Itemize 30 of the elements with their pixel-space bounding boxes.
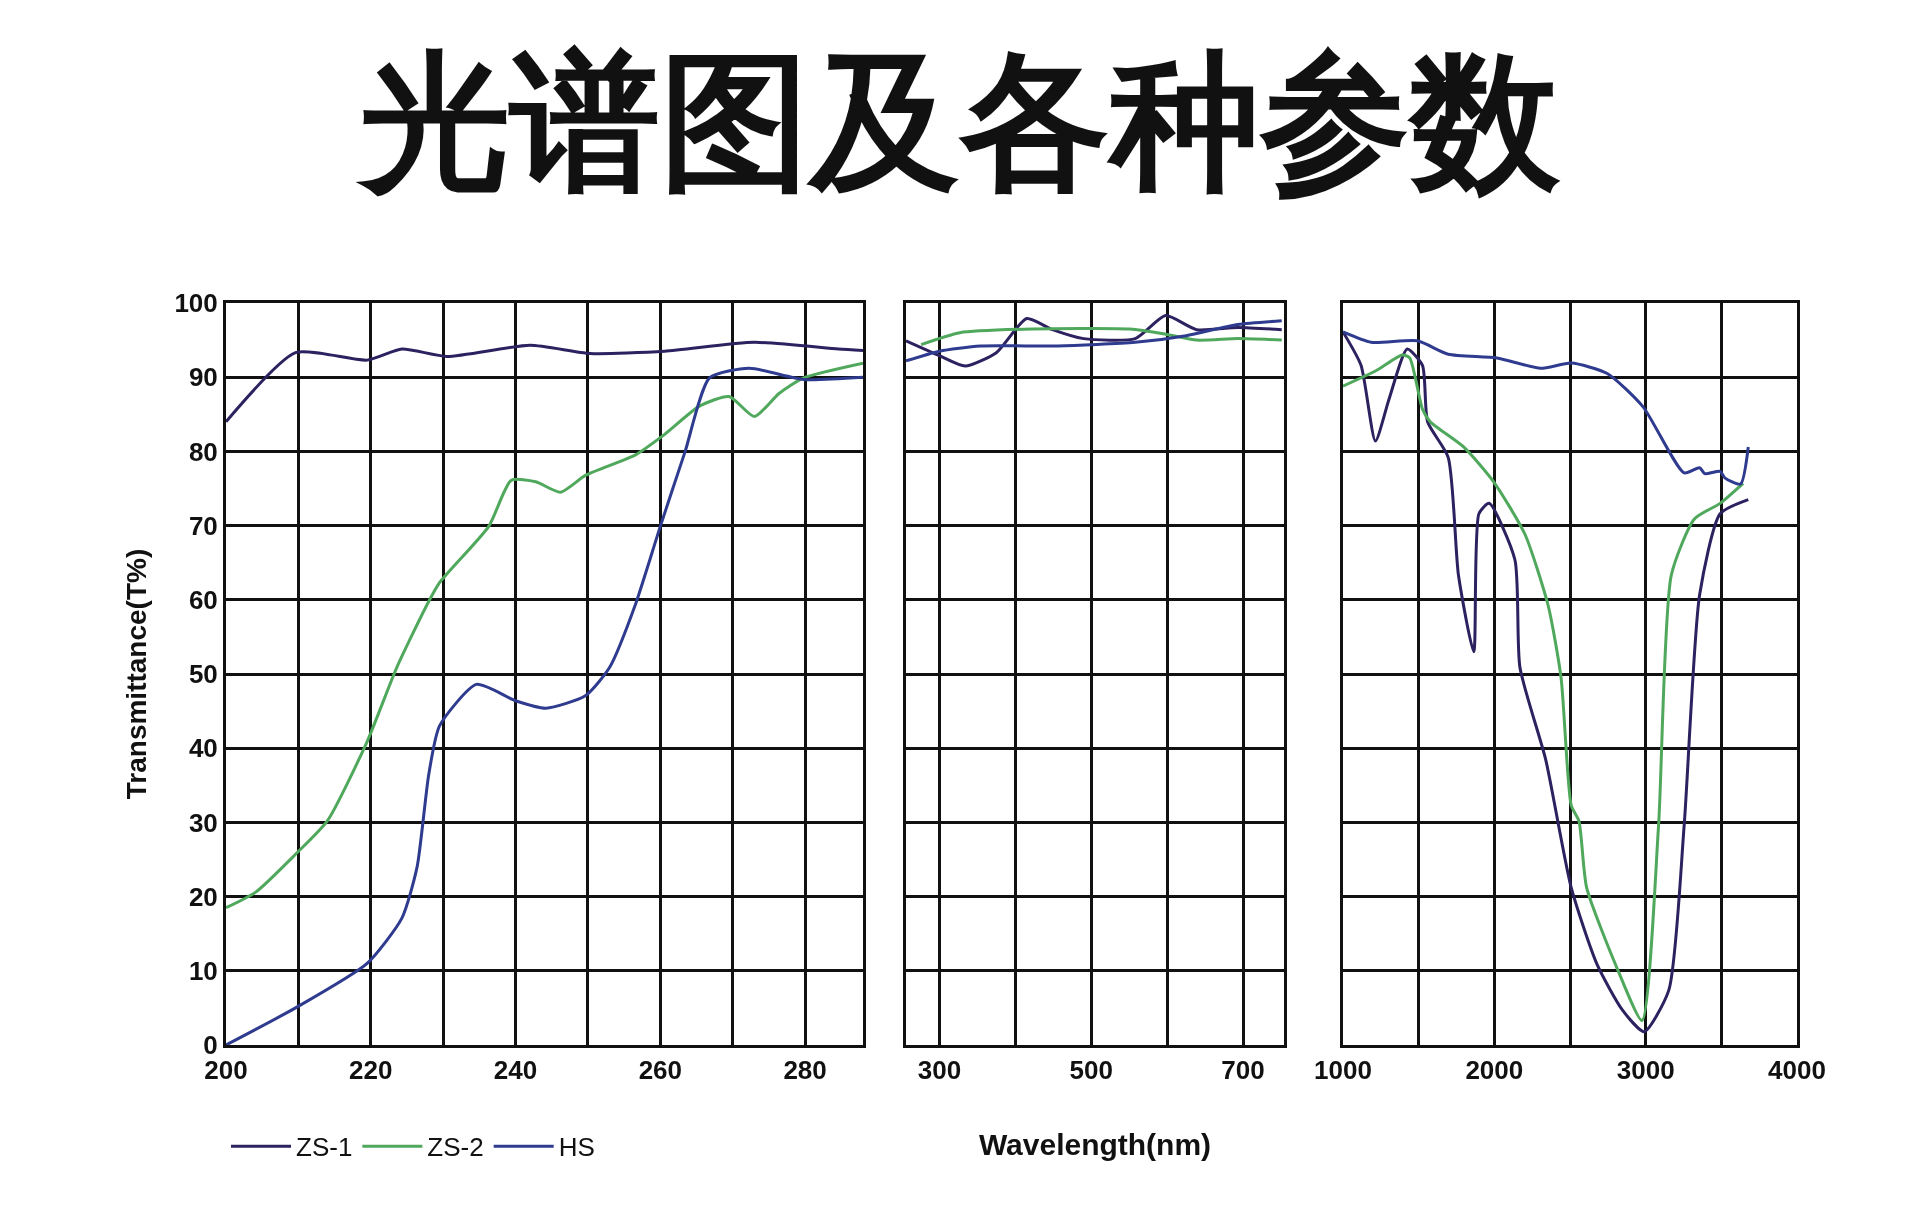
chart-title: 光谱图及各种参数 [355, 35, 1561, 209]
x-tick-label: 3000 [1616, 1055, 1675, 1086]
x-tick-label: 280 [783, 1055, 827, 1086]
x-tick-label: 300 [917, 1055, 962, 1086]
x-tick-label: 700 [1221, 1055, 1265, 1086]
line-series [226, 361, 863, 910]
y-tick-label: 50 [188, 659, 218, 690]
x-axis-title: Wavelength(nm) [978, 1127, 1212, 1161]
x-tick-label: 260 [638, 1055, 683, 1086]
y-tick-label: 30 [188, 807, 218, 838]
legend-label: HS [558, 1132, 595, 1163]
y-tick-label: 80 [188, 436, 218, 467]
y-tick-label: 40 [188, 733, 218, 764]
y-tick-label: 100 [174, 288, 218, 319]
line-series [226, 366, 863, 1045]
x-tick-label: 500 [1069, 1055, 1113, 1086]
legend-label: ZS-2 [427, 1132, 484, 1163]
x-tick-label: 220 [349, 1055, 393, 1086]
y-tick-label: 90 [188, 362, 218, 393]
line-series [226, 340, 863, 424]
x-tick-label: 240 [493, 1055, 538, 1086]
y-tick-label: 20 [188, 881, 218, 912]
y-tick-label: 70 [188, 510, 218, 541]
y-tick-label: 60 [188, 584, 218, 615]
x-tick-label: 2000 [1465, 1055, 1524, 1086]
y-axis-title: Transmittance(T%) [121, 548, 153, 800]
x-tick-label: 4000 [1768, 1055, 1826, 1086]
x-tick-label: 1000 [1314, 1055, 1372, 1086]
y-tick-label: 10 [188, 955, 218, 986]
legend-label: ZS-1 [296, 1132, 353, 1163]
